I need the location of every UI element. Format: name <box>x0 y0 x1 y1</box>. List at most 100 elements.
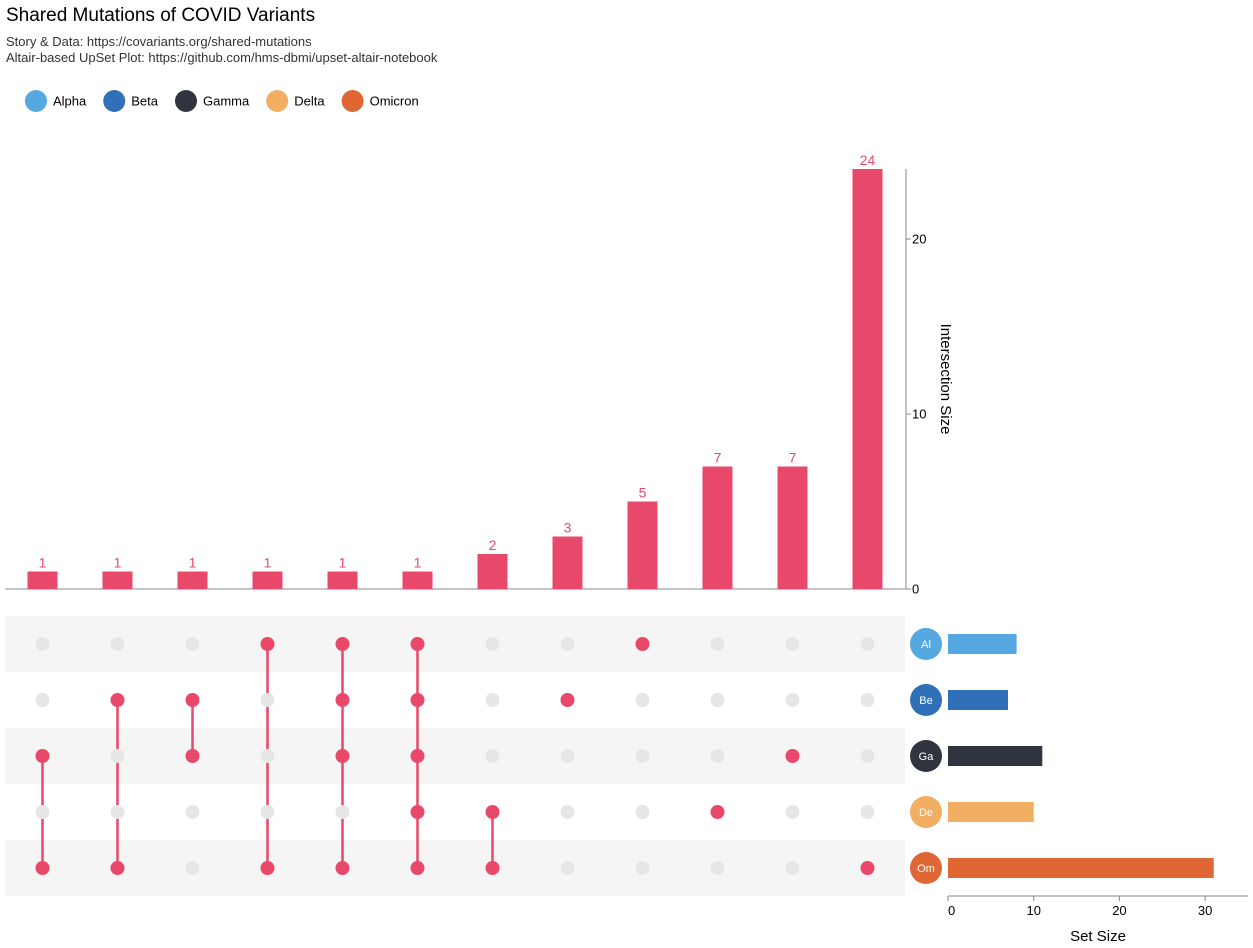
membership-dot <box>560 693 575 707</box>
set-badge <box>910 740 942 772</box>
membership-dot <box>335 861 350 875</box>
legend-label: Gamma <box>203 94 250 109</box>
membership-dot <box>860 749 875 763</box>
membership-dot <box>860 693 875 707</box>
membership-dot <box>485 693 500 707</box>
membership-dot <box>785 861 800 875</box>
legend-swatch <box>266 90 289 112</box>
legend-swatch <box>175 90 197 112</box>
value-label: 1 <box>339 555 347 571</box>
set-badge <box>910 684 942 716</box>
membership-dot <box>560 805 575 819</box>
value-label: 1 <box>414 555 422 571</box>
legend-swatch <box>341 90 364 112</box>
membership-dot <box>110 637 125 651</box>
membership-dot <box>860 805 875 819</box>
x-tick-label: 10 <box>1026 903 1040 918</box>
value-label: 1 <box>39 555 47 571</box>
membership-dot <box>110 861 125 875</box>
x-tick-label: 0 <box>948 903 955 918</box>
set-size-bar <box>948 858 1214 878</box>
bar <box>252 571 283 589</box>
membership-dot <box>185 637 200 651</box>
subtitle: Altair-based UpSet Plot: https://github.… <box>6 50 438 65</box>
bar <box>777 466 808 589</box>
membership-dot <box>560 749 575 763</box>
x-axis-title: Set Size <box>1070 928 1126 945</box>
membership-dot <box>185 693 200 707</box>
membership-dot <box>335 637 350 651</box>
y-tick-label: 0 <box>912 582 919 597</box>
matrix-row-band <box>5 616 905 672</box>
membership-dot <box>410 861 425 875</box>
membership-dot <box>335 805 350 819</box>
membership-dot <box>410 637 425 651</box>
membership-dot <box>710 861 725 875</box>
legend-label: Delta <box>294 94 325 109</box>
y-tick-label: 10 <box>912 407 926 422</box>
bar <box>327 571 358 589</box>
bar <box>852 169 883 589</box>
membership-dot <box>410 693 425 707</box>
y-tick-label: 20 <box>912 232 926 247</box>
membership-dot <box>860 861 875 875</box>
membership-dot <box>635 637 650 651</box>
membership-dot <box>185 805 200 819</box>
value-label: 1 <box>189 555 197 571</box>
membership-dot <box>785 749 800 763</box>
set-abbrev: Om <box>917 863 935 875</box>
set-size-bar <box>948 746 1043 766</box>
membership-dot <box>485 805 500 819</box>
membership-dot <box>560 861 575 875</box>
membership-dot <box>185 861 200 875</box>
set-abbrev: Al <box>921 639 931 651</box>
membership-dot <box>185 749 200 763</box>
membership-dot <box>710 693 725 707</box>
set-badge <box>910 628 942 660</box>
value-label: 1 <box>114 555 122 571</box>
legend-label: Omicron <box>370 94 419 109</box>
value-label: 5 <box>639 485 647 501</box>
membership-dot <box>260 805 275 819</box>
membership-dot <box>110 805 125 819</box>
value-label: 24 <box>860 152 876 168</box>
membership-dot <box>35 693 50 707</box>
set-badge <box>910 852 942 884</box>
value-label: 2 <box>489 537 497 553</box>
bar <box>27 571 58 589</box>
bar <box>702 466 733 589</box>
set-size-bar <box>948 802 1034 822</box>
membership-dot <box>35 805 50 819</box>
membership-dot <box>35 637 50 651</box>
membership-dot <box>485 637 500 651</box>
set-abbrev: De <box>919 807 933 819</box>
membership-dot <box>35 861 50 875</box>
bar <box>402 571 433 589</box>
membership-dot <box>335 749 350 763</box>
membership-dot <box>260 693 275 707</box>
set-abbrev: Be <box>919 695 932 707</box>
bar <box>102 571 133 589</box>
matrix-row-band <box>5 840 905 896</box>
value-label: 3 <box>564 520 572 536</box>
membership-dot <box>635 693 650 707</box>
value-label: 7 <box>714 450 722 466</box>
membership-dot <box>635 749 650 763</box>
matrix-row-band <box>5 728 905 784</box>
membership-dot <box>485 861 500 875</box>
membership-dot <box>860 637 875 651</box>
membership-dot <box>110 693 125 707</box>
x-tick-label: 30 <box>1198 903 1212 918</box>
legend-label: Beta <box>131 94 159 109</box>
chart-title: Shared Mutations of COVID Variants <box>6 5 315 26</box>
membership-dot <box>410 749 425 763</box>
membership-dot <box>260 749 275 763</box>
membership-dot <box>260 637 275 651</box>
membership-dot <box>785 693 800 707</box>
membership-dot <box>635 861 650 875</box>
membership-dot <box>785 805 800 819</box>
set-size-bar <box>948 634 1017 654</box>
membership-dot <box>485 749 500 763</box>
